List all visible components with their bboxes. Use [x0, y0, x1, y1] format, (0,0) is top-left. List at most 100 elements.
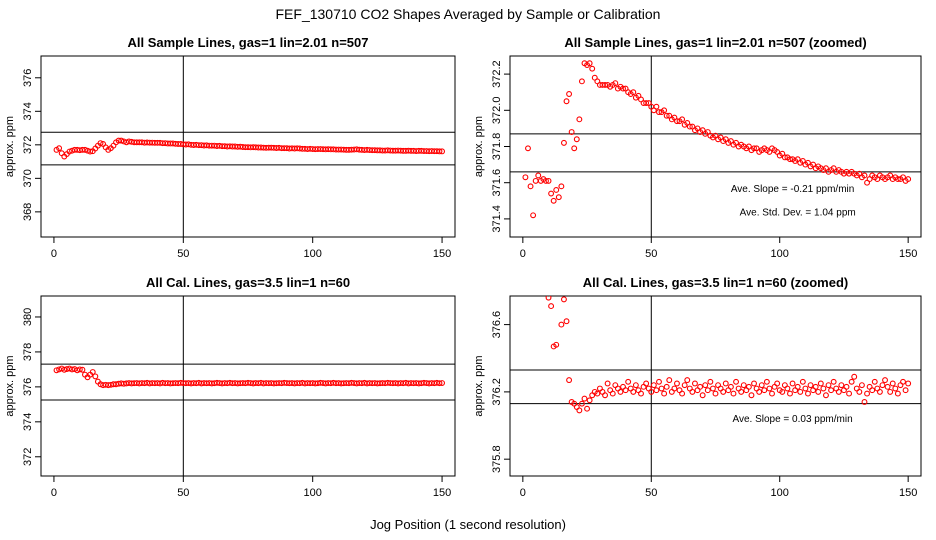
- data-point: [894, 390, 901, 397]
- x-tick-label: 0: [520, 487, 526, 499]
- data-point: [679, 390, 686, 397]
- data-point: [573, 136, 580, 143]
- annotation-text: Ave. Slope = 0.03 ppm/min: [732, 414, 852, 425]
- data-point: [650, 382, 657, 389]
- y-axis-label: approx. ppm: [473, 116, 485, 177]
- data-points: [522, 60, 912, 219]
- data-point: [525, 145, 531, 152]
- data-point: [653, 103, 660, 110]
- data-point: [905, 380, 912, 387]
- data-point: [712, 390, 719, 397]
- data-point: [661, 390, 668, 397]
- data-point: [439, 380, 446, 386]
- y-tick-label: 374: [22, 102, 34, 120]
- x-tick-label: 100: [771, 248, 789, 260]
- data-point: [691, 380, 698, 387]
- data-point: [763, 378, 770, 385]
- y-tick-label: 372: [22, 448, 34, 466]
- y-tick-label: 375.8: [491, 445, 503, 473]
- data-point: [805, 390, 811, 397]
- data-point: [684, 377, 691, 384]
- data-point: [674, 380, 680, 387]
- data-point: [679, 116, 686, 123]
- data-point: [779, 388, 786, 395]
- y-axis-label: approx. ppm: [473, 355, 485, 416]
- x-tick-label: 50: [177, 248, 189, 260]
- data-point: [794, 383, 801, 390]
- data-point: [843, 383, 850, 390]
- y-tick-label: 380: [22, 308, 34, 326]
- data-point: [766, 385, 773, 392]
- data-point: [748, 392, 755, 399]
- x-tick-label: 100: [304, 487, 322, 499]
- data-point: [751, 380, 757, 387]
- data-point: [578, 78, 585, 85]
- data-point: [730, 390, 737, 397]
- x-tick-label: 50: [177, 487, 189, 499]
- data-point: [697, 383, 704, 390]
- data-point: [774, 380, 781, 387]
- plot-frame: [509, 295, 922, 477]
- data-point: [861, 399, 868, 405]
- panel-title: All Cal. Lines, gas=3.5 lin=1 n=60: [146, 275, 350, 290]
- data-point: [828, 387, 835, 394]
- data-point: [720, 388, 727, 395]
- data-points: [545, 296, 912, 414]
- data-point: [709, 385, 716, 392]
- data-point: [568, 129, 575, 135]
- data-point: [722, 380, 729, 387]
- y-tick-label: 376.2: [491, 378, 503, 406]
- data-point: [553, 186, 560, 193]
- data-point: [848, 378, 855, 385]
- data-point: [543, 177, 549, 184]
- data-point: [612, 80, 619, 87]
- x-tick-label: 150: [433, 248, 451, 260]
- data-point: [609, 390, 616, 397]
- data-point: [622, 387, 629, 394]
- data-point: [594, 390, 601, 397]
- x-tick-label: 50: [645, 487, 657, 499]
- data-point: [92, 373, 99, 380]
- data-point: [781, 154, 788, 161]
- data-point: [56, 145, 63, 152]
- y-tick-label: 376.6: [491, 311, 503, 339]
- data-point: [527, 183, 534, 190]
- panel-4: All Cal. Lines, gas=3.5 lin=1 n=60 (zoom…: [473, 275, 922, 499]
- data-point: [815, 388, 822, 395]
- x-tick-label: 150: [899, 487, 917, 499]
- data-point: [630, 388, 637, 395]
- data-point: [576, 116, 583, 123]
- annotation-text: Ave. Slope = -0.21 ppm/min: [731, 184, 855, 195]
- data-point: [604, 380, 611, 387]
- data-point: [879, 382, 886, 389]
- x-tick-label: 0: [51, 248, 57, 260]
- data-point: [740, 382, 747, 389]
- data-point: [436, 148, 443, 155]
- data-points: [53, 365, 446, 389]
- y-tick-label: 371.6: [491, 169, 503, 197]
- data-point: [671, 385, 678, 392]
- data-point: [727, 383, 734, 390]
- panel-title: All Sample Lines, gas=1 lin=2.01 n=507 (…: [564, 35, 866, 50]
- data-point: [617, 388, 624, 395]
- panel-3: All Cal. Lines, gas=3.5 lin=1 n=60 0 50 100…: [4, 275, 456, 499]
- data-point: [756, 388, 763, 395]
- x-tick-label: 0: [520, 248, 526, 260]
- y-tick-label: 374: [22, 413, 34, 431]
- data-point: [856, 388, 863, 395]
- data-point: [558, 321, 565, 328]
- data-point: [707, 378, 714, 385]
- data-point: [797, 388, 804, 395]
- data-point: [787, 390, 793, 397]
- data-point: [802, 385, 809, 392]
- data-point: [586, 397, 593, 404]
- data-point: [553, 341, 560, 348]
- data-point: [625, 378, 632, 385]
- data-point: [581, 395, 588, 402]
- data-point: [578, 400, 585, 407]
- data-point: [882, 377, 888, 384]
- data-point: [887, 388, 894, 395]
- x-tick-label: 50: [645, 248, 657, 260]
- data-point: [558, 183, 565, 190]
- data-point: [53, 367, 60, 374]
